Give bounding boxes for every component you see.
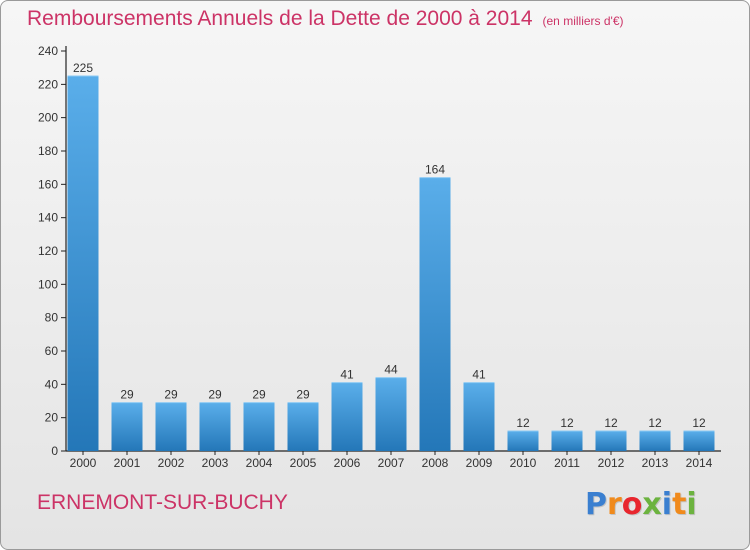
x-tick-label: 2011 [554,456,580,470]
data-label: 29 [252,388,266,402]
data-label: 12 [560,416,574,430]
data-label: 164 [425,163,445,177]
y-tick-label: 240 [38,44,58,58]
data-label: 12 [516,416,530,430]
bar [595,431,627,451]
x-tick-label: 2006 [334,456,361,470]
chart-title-text: Remboursements Annuels de la Dette de 20… [27,7,533,30]
bar [287,402,319,451]
logo-letter: P [585,487,607,522]
data-label: 44 [384,363,398,377]
commune-name: ERNEMONT-SUR-BUCHY [37,491,288,514]
data-label: 12 [604,416,618,430]
y-tick-label: 220 [38,77,58,91]
x-tick-label: 2002 [158,456,185,470]
logo-letter: t [672,487,687,522]
logo-letter: i [661,487,673,522]
x-tick-label: 2001 [114,456,141,470]
logo-letter: o [621,487,643,522]
y-tick-label: 200 [38,111,58,125]
x-tick-label: 2007 [378,456,405,470]
data-label: 41 [472,368,486,382]
y-tick-label: 120 [38,244,58,258]
bar [507,431,539,451]
y-tick-label: 20 [45,411,59,425]
x-tick-label: 2004 [246,456,273,470]
x-tick-label: 2003 [202,456,229,470]
y-tick-label: 180 [38,144,58,158]
y-tick-label: 60 [45,344,59,358]
chart-unit-subtitle: (en milliers d'€) [542,14,624,28]
chart-title: Remboursements Annuels de la Dette de 20… [27,7,624,31]
data-label: 29 [208,388,222,402]
x-tick-label: 2005 [290,456,317,470]
x-tick-label: 2010 [510,456,537,470]
data-label: 29 [164,388,178,402]
x-tick-label: 2000 [70,456,97,470]
x-tick-label: 2013 [642,456,669,470]
logo-letter: i [686,487,697,522]
bar [243,402,275,451]
bar [199,402,231,451]
logo-letter: r [607,487,622,522]
data-label: 225 [73,61,93,75]
x-tick-label: 2008 [422,456,449,470]
bar [419,177,451,451]
bar [683,431,715,451]
y-tick-label: 40 [45,377,59,391]
proxiti-logo: Proxiti [585,487,697,522]
data-label: 12 [692,416,706,430]
bar [463,382,495,451]
bar [375,377,407,451]
bar [67,76,99,451]
x-tick-label: 2012 [598,456,625,470]
y-tick-label: 0 [51,444,58,458]
bar [111,402,143,451]
x-tick-label: 2014 [686,456,713,470]
bar [155,402,187,451]
y-tick-label: 160 [38,177,58,191]
y-tick-label: 140 [38,211,58,225]
logo-letter: x [642,487,662,522]
data-label: 41 [340,368,354,382]
bar [331,382,363,451]
data-label: 29 [296,388,310,402]
y-tick-label: 100 [38,277,58,291]
data-label: 12 [648,416,662,430]
bar [639,431,671,451]
x-tick-label: 2009 [466,456,493,470]
bar [551,431,583,451]
y-tick-label: 80 [45,311,59,325]
data-label: 29 [120,388,134,402]
